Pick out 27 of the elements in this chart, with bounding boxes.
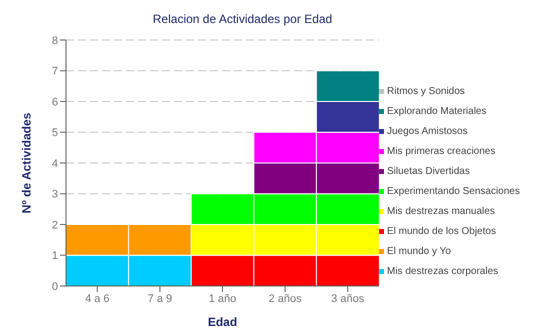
x-tick-label: 4 a 6 [85, 292, 110, 305]
legend-label: Mis primeras creaciones [387, 146, 496, 156]
legend-label: Experimentando Sensaciones [387, 186, 520, 196]
chart-title: Relacion de Actividades por Edad [152, 11, 334, 28]
x-tick-label: 1 año [208, 292, 236, 305]
legend-label: Siluetas Divertidas [387, 166, 470, 176]
y-tick-label: 3 [52, 188, 58, 201]
legend-label: Mis destrezas manuales [387, 206, 495, 216]
y-tick-label: 4 [52, 158, 58, 170]
legend-label: Explorando Materiales [387, 106, 486, 116]
y-tick-label: 6 [52, 96, 58, 108]
legend-label: Ritmos y Sonidos [387, 86, 465, 96]
y-tick-label: 2 [52, 219, 58, 232]
x-tick-label: 7 a 9 [148, 292, 172, 305]
legend-label: El mundo de los Objetos [387, 226, 496, 236]
legend-label: Juegos Amistosos [387, 126, 468, 136]
x-axis-title: Edad [208, 315, 238, 329]
y-tick-label: 7 [52, 66, 58, 78]
y-tick-label: 0 [52, 280, 58, 293]
legend-label: Mis destrezas corporales [387, 266, 498, 276]
y-axis-title: Nº de Actividades [19, 112, 34, 214]
y-tick-label: 5 [52, 127, 58, 140]
legend-label: El mundo y Yo [387, 246, 451, 256]
y-tick-label: 1 [52, 250, 58, 262]
x-tick-label: 3 años [331, 292, 365, 305]
x-tick-label: 2 años [268, 292, 302, 305]
y-tick-label: 8 [52, 34, 58, 47]
